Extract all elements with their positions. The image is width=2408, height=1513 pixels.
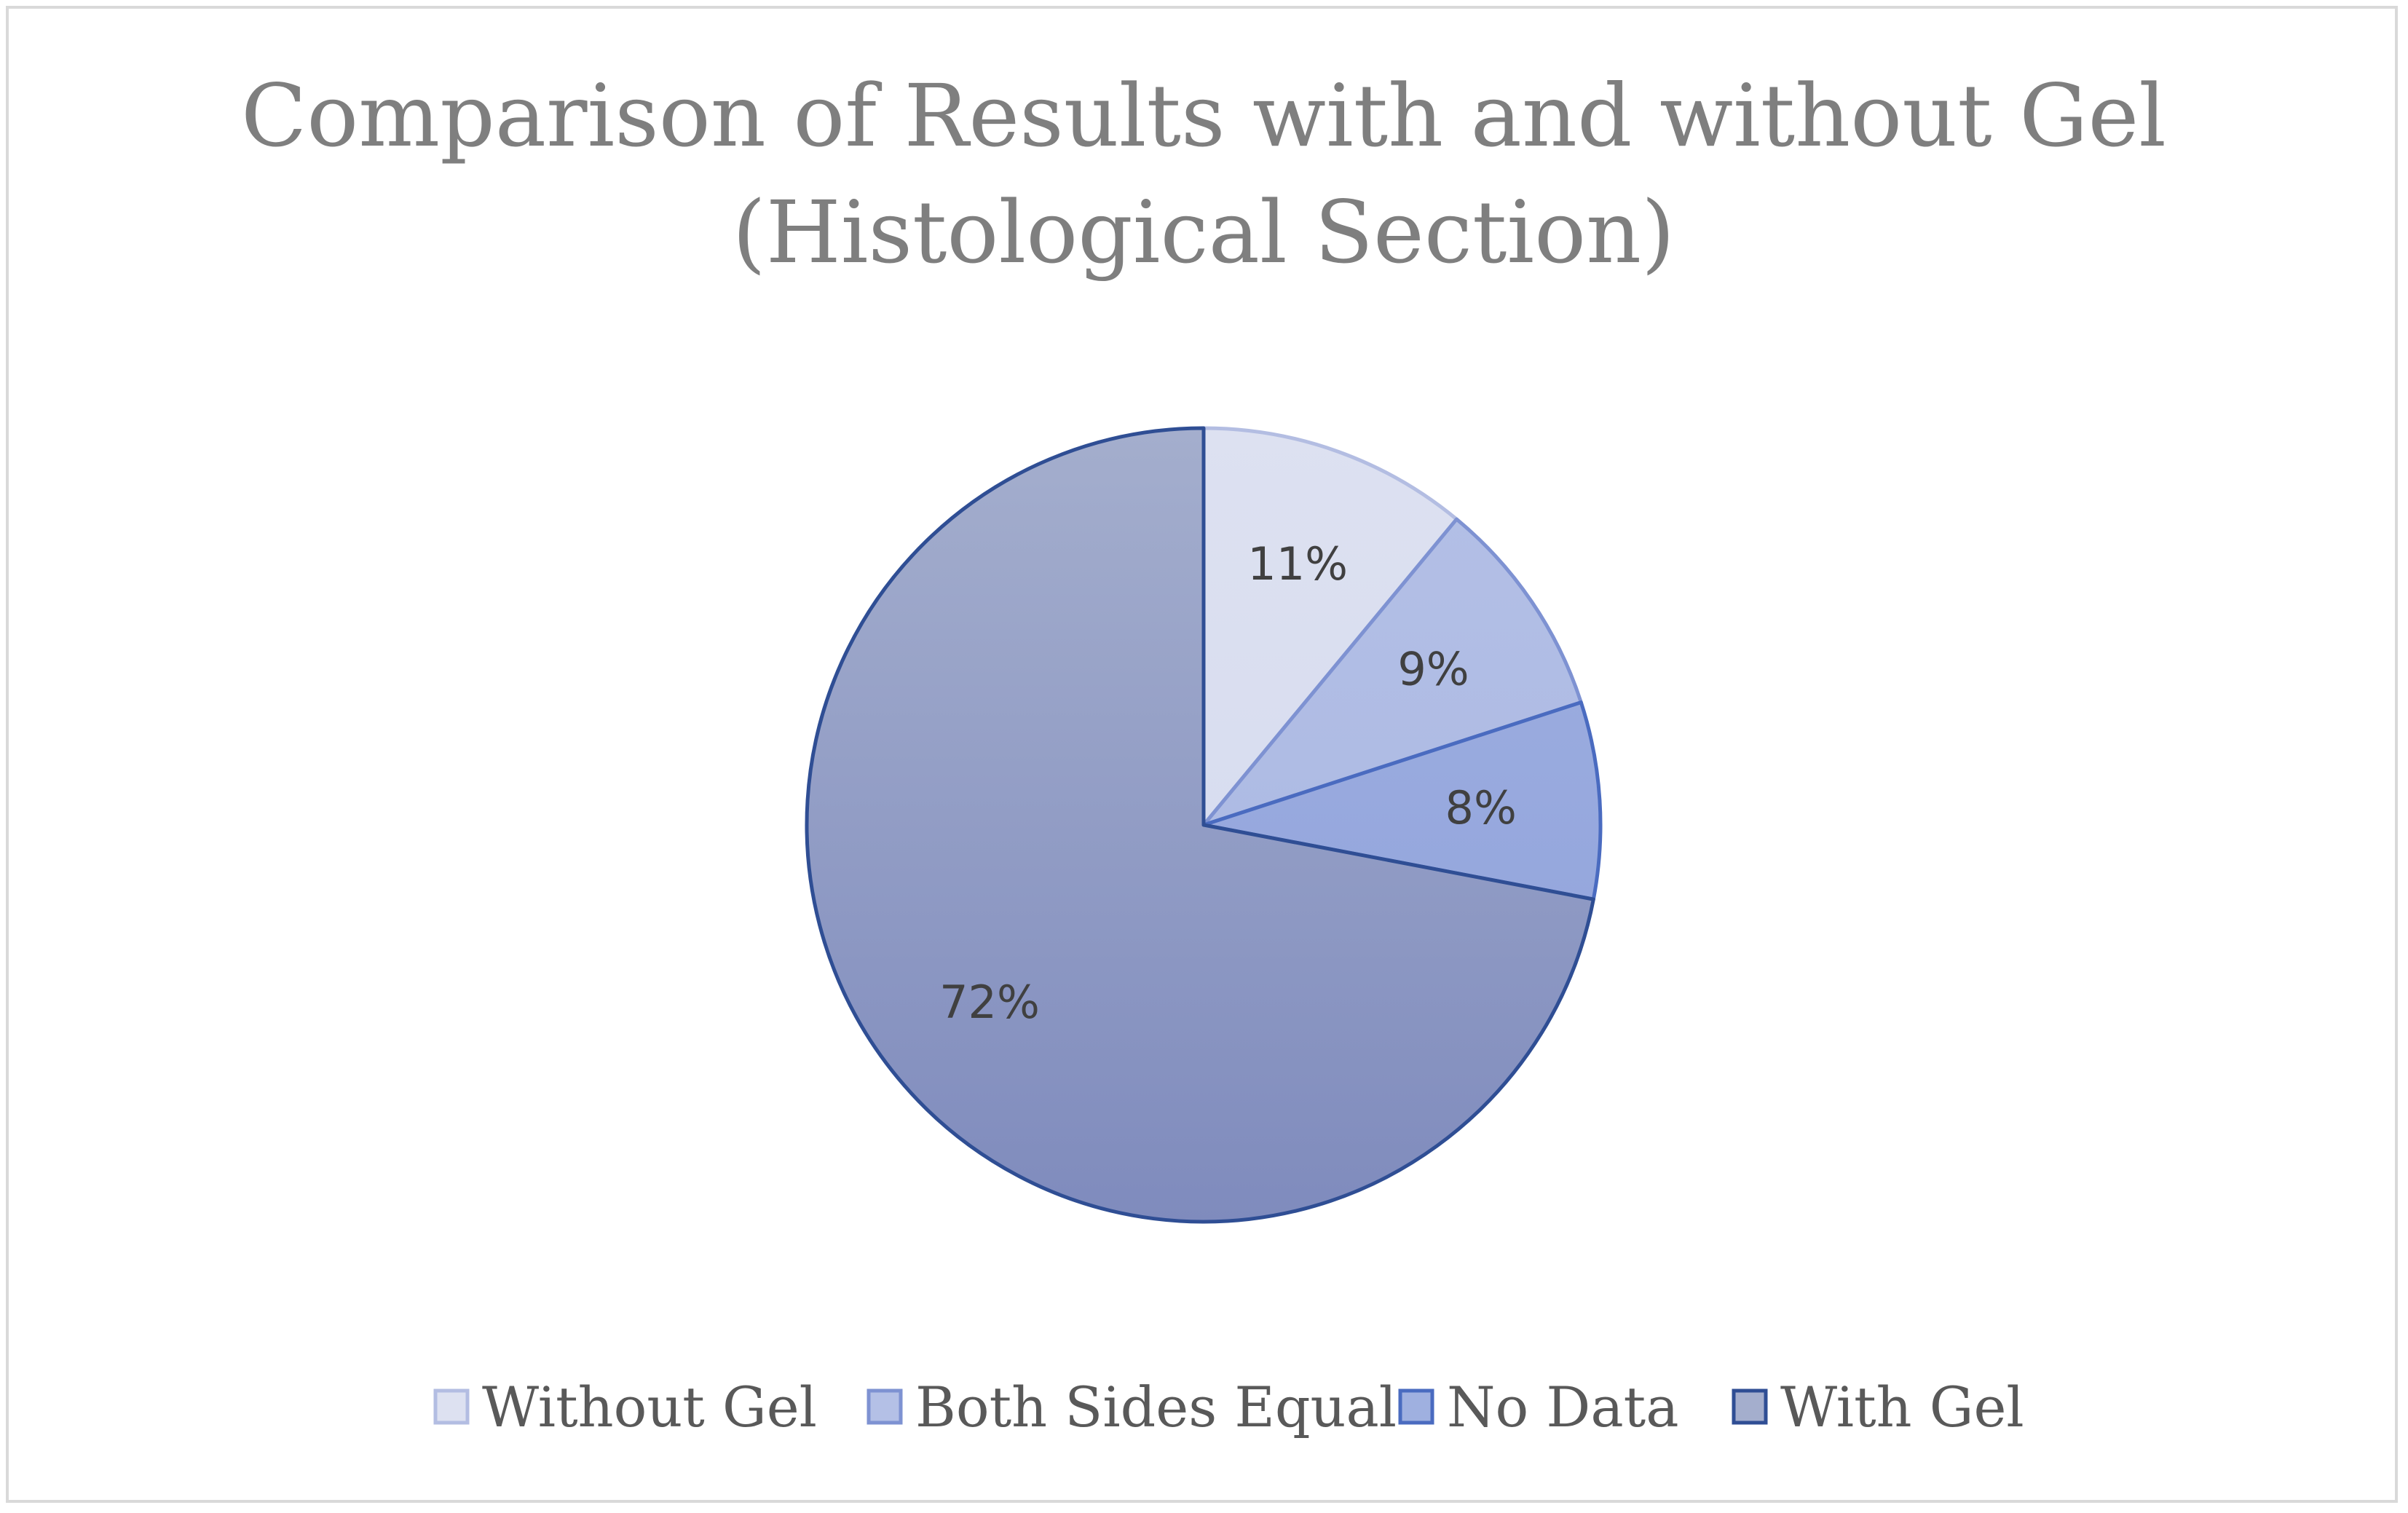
pie-slice-no-data	[1201, 700, 1603, 901]
chart-title-line-2: (Histological Section)	[733, 182, 1675, 283]
legend-label-both-sides-equal: Both Sides Equal	[915, 1375, 1397, 1439]
legend-swatch-with-gel	[1732, 1388, 1768, 1425]
pie-slice-without-gel	[1201, 426, 1458, 827]
pie-slice-with-gel	[805, 426, 1595, 1224]
legend: Without Gel Both Sides Equal No Data With G…	[433, 1375, 2024, 1439]
slice-label-with-gel: 72%	[939, 976, 1040, 1029]
slice-label-both-sides-equal: 9%	[1397, 643, 1469, 696]
legend-label-without-gel: Without Gel	[482, 1375, 817, 1439]
slice-label-without-gel: 11%	[1247, 537, 1348, 590]
legend-label-no-data: No Data	[1447, 1375, 1679, 1439]
pie-slices	[805, 426, 1603, 1224]
slice-label-no-data: 8%	[1445, 781, 1517, 834]
legend-swatch-no-data	[1398, 1388, 1434, 1425]
legend-swatch-without-gel	[433, 1388, 470, 1425]
legend-label-with-gel: With Gel	[1780, 1375, 2024, 1439]
legend-swatch-both-sides-equal	[867, 1388, 903, 1425]
chart-title-line-1: Comparison of Results with and without G…	[241, 66, 2166, 166]
pie-slice-labels: 11% 9% 8% 72%	[939, 537, 1517, 1029]
pie-slice-both-sides-equal	[1201, 517, 1583, 827]
